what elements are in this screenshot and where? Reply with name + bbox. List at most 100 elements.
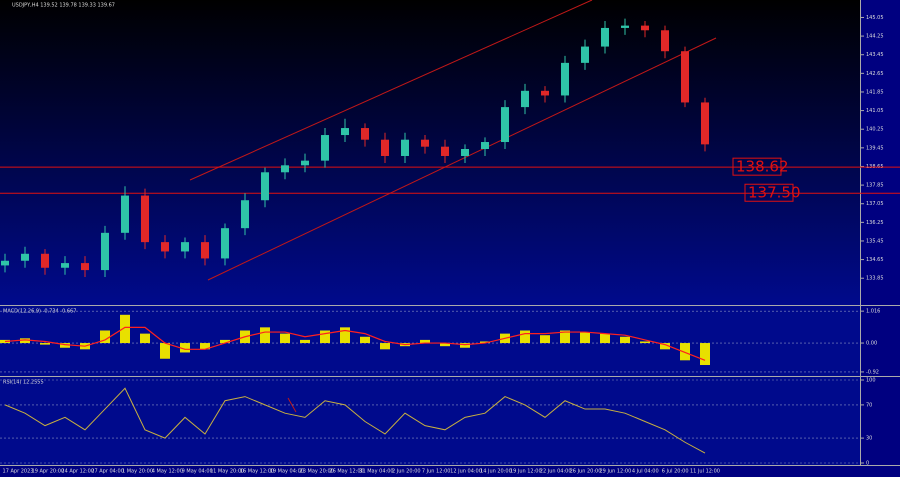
- macd-bar: [680, 343, 690, 361]
- macd-bar: [700, 343, 710, 366]
- y-tick-label: 135.45: [866, 238, 884, 244]
- y-tick-label: 142.65: [866, 71, 884, 77]
- macd-bar: [440, 343, 450, 347]
- rsi-title: RSI(14) 12.2555: [3, 380, 44, 386]
- candle-body: [441, 146, 449, 156]
- macd-bar: [40, 343, 50, 345]
- x-tick-label: 2 Jun 20:00: [392, 469, 421, 475]
- y-tick-label: 1.016: [866, 309, 880, 315]
- candle-body: [61, 263, 69, 268]
- macd-bar: [100, 330, 110, 344]
- x-tick-label: 19 Jun 12:00: [510, 469, 542, 475]
- level-label: 137.50: [748, 184, 801, 202]
- y-tick-label: 137.05: [866, 201, 884, 207]
- macd-bar: [560, 330, 570, 344]
- x-tick-label: 14 Jun 20:00: [480, 469, 512, 475]
- y-tick-label: -0.92: [866, 369, 879, 375]
- x-tick-label: 12 Jun 04:00: [450, 469, 482, 475]
- candle-body: [141, 195, 149, 243]
- x-tick-label: 11 May 20:00: [210, 469, 244, 475]
- x-tick-label: 19 May 04:00: [270, 469, 304, 475]
- x-tick-label: 29 Jun 12:00: [600, 469, 632, 475]
- trend-line: [207, 37, 717, 281]
- chart-title: USDJPY,H4 139.52 139.78 139.33 139.67: [12, 3, 115, 9]
- candle-body: [1, 260, 9, 266]
- macd-bar: [520, 330, 530, 344]
- macd-bar: [620, 336, 630, 344]
- candle-body: [401, 139, 409, 156]
- macd-bar: [160, 343, 170, 359]
- x-tick-label: 1 May 20:00: [122, 469, 153, 475]
- macd-bar: [380, 343, 390, 350]
- y-tick-label: 70: [866, 402, 872, 408]
- candle-body: [321, 135, 329, 161]
- candle-body: [681, 51, 689, 103]
- trend-line: [189, 0, 593, 181]
- candle-body: [521, 90, 529, 108]
- candle-body: [501, 107, 509, 143]
- candle-body: [101, 232, 109, 271]
- macd-bar: [540, 335, 550, 344]
- x-tick-label: 17 Apr 2023: [3, 469, 34, 475]
- x-tick-label: 6 Jul 20:00: [662, 469, 689, 475]
- candle-body: [481, 142, 489, 150]
- x-tick-label: 11 Jul 12:00: [690, 469, 720, 475]
- x-tick-label: 4 Jul 04:00: [632, 469, 659, 475]
- macd-bar: [460, 343, 470, 348]
- candle-body: [181, 242, 189, 252]
- level-label: 138.62: [736, 158, 789, 176]
- candle-body: [161, 242, 169, 252]
- x-tick-label: 7 Jun 12:00: [422, 469, 451, 475]
- candle-body: [341, 128, 349, 136]
- x-tick-label: 24 Apr 12:00: [61, 469, 94, 475]
- candle-body: [201, 242, 209, 259]
- x-tick-label: 19 Apr 20:00: [32, 469, 65, 475]
- candle-body: [281, 165, 289, 173]
- macd-bar: [340, 327, 350, 344]
- level-box: [732, 157, 782, 176]
- level-box: [744, 183, 794, 202]
- macd-bar: [420, 339, 430, 344]
- macd-bar: [300, 339, 310, 344]
- macd-bar: [660, 343, 670, 350]
- main-panel: [0, 0, 860, 305]
- candle-body: [121, 195, 129, 233]
- macd-bar: [180, 343, 190, 353]
- x-tick-label: 31 May 04:00: [359, 469, 393, 475]
- macd-bar: [580, 332, 590, 344]
- macd-bar: [320, 330, 330, 344]
- y-tick-label: 144.25: [866, 34, 884, 40]
- candle-body: [301, 160, 309, 166]
- candle-body: [361, 128, 369, 140]
- y-tick-label: 137.85: [866, 183, 884, 189]
- y-tick-label: 145.05: [866, 15, 884, 21]
- y-tick-label: 100: [866, 377, 876, 383]
- macd-bar: [260, 327, 270, 344]
- macd-bar: [360, 336, 370, 344]
- macd-bar: [640, 341, 650, 344]
- macd-bar: [480, 341, 490, 344]
- candle-body: [621, 25, 629, 28]
- macd-bar: [220, 339, 230, 344]
- y-tick-label: 0.00: [866, 341, 877, 347]
- candle-body: [421, 139, 429, 147]
- y-tick-label: 0: [866, 461, 869, 467]
- candle-body: [641, 25, 649, 31]
- candle-body: [661, 30, 669, 52]
- macd-bar: [140, 333, 150, 344]
- candle-body: [581, 46, 589, 63]
- y-tick-label: 143.45: [866, 52, 884, 58]
- y-tick-label: 136.25: [866, 220, 884, 226]
- candle-body: [21, 253, 29, 261]
- macd-signal: [4, 326, 706, 361]
- x-tick-label: 4 May 12:00: [152, 469, 183, 475]
- candle-body: [81, 263, 89, 271]
- candle-body: [221, 228, 229, 259]
- macd-bar: [20, 338, 30, 344]
- candle-body: [41, 253, 49, 268]
- candle-body: [241, 200, 249, 229]
- rsi-line: [4, 387, 706, 454]
- rsi-panel: [0, 377, 860, 465]
